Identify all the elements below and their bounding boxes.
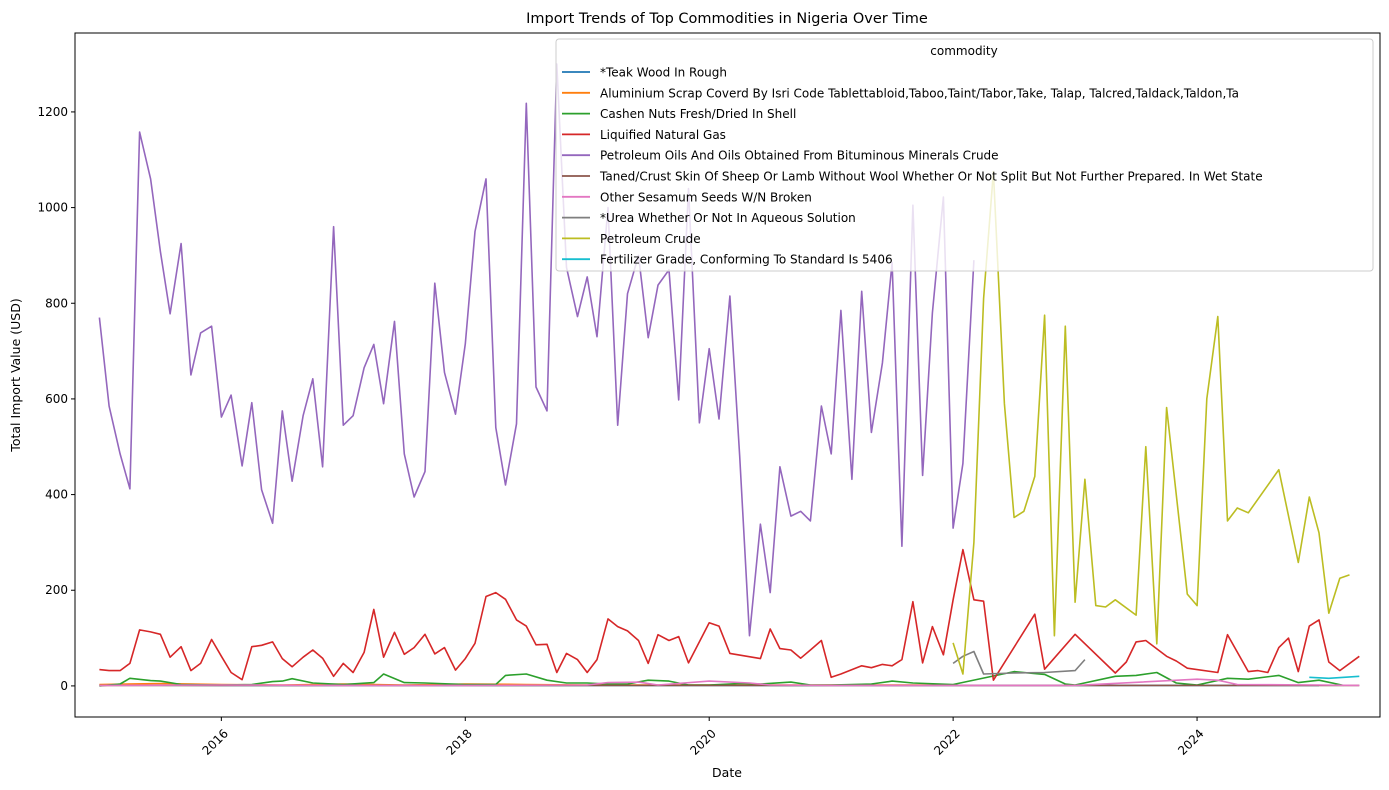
series-line-10 bbox=[1309, 675, 1360, 680]
y-tick-label: 800 bbox=[45, 296, 68, 310]
legend-label: Cashen Nuts Fresh/Dried In Shell bbox=[600, 107, 796, 121]
series-layer bbox=[98, 63, 1360, 687]
x-axis-title: Date bbox=[712, 765, 742, 780]
series-line-8 bbox=[952, 650, 1086, 675]
x-tick-label: 2020 bbox=[687, 726, 718, 757]
series-line-3 bbox=[99, 670, 1344, 687]
legend: commodity *Teak Wood In Rough Aluminium S… bbox=[555, 38, 1374, 272]
legend-label: Petroleum Crude bbox=[600, 232, 701, 246]
x-tick-label: 2022 bbox=[931, 726, 962, 757]
legend-label: *Urea Whether Or Not In Aqueous Solution bbox=[600, 211, 856, 225]
series-line-4 bbox=[99, 548, 1360, 681]
legend-items: *Teak Wood In Rough Aluminium Scrap Cover… bbox=[562, 66, 1263, 267]
plot-frame bbox=[74, 32, 1381, 718]
y-tick-label: 1000 bbox=[37, 201, 68, 215]
legend-title: commodity bbox=[930, 44, 997, 58]
series-line-9 bbox=[952, 170, 1350, 675]
legend-label: Liquified Natural Gas bbox=[600, 128, 726, 142]
x-tick-label: 2016 bbox=[200, 726, 231, 757]
y-axis: 0 200 400 600 800 1000 1200 bbox=[37, 105, 75, 693]
chart-title: Import Trends of Top Commodities in Nige… bbox=[526, 11, 928, 27]
series-line-7 bbox=[99, 678, 1360, 687]
y-tick-label: 200 bbox=[45, 583, 68, 597]
y-tick-label: 400 bbox=[45, 488, 68, 502]
x-tick-label: 2018 bbox=[443, 726, 474, 757]
x-tick-label: 2024 bbox=[1175, 726, 1206, 757]
legend-label: Aluminium Scrap Coverd By Isri Code Tabl… bbox=[600, 86, 1239, 100]
y-tick-label: 1200 bbox=[37, 105, 68, 119]
x-axis: 2016 2018 2020 2022 2024 bbox=[200, 717, 1207, 758]
legend-label: Other Sesamum Seeds W/N Broken bbox=[600, 190, 812, 204]
legend-label: *Teak Wood In Rough bbox=[600, 66, 727, 80]
legend-label: Fertilizer Grade, Conforming To Standard… bbox=[600, 253, 893, 267]
legend-box bbox=[555, 38, 1374, 272]
series-line-5 bbox=[98, 63, 975, 637]
y-tick-label: 0 bbox=[60, 679, 68, 693]
y-tick-label: 600 bbox=[45, 392, 68, 406]
y-axis-title: Total Import Value (USD) bbox=[8, 298, 23, 452]
legend-label: Petroleum Oils And Oils Obtained From Bi… bbox=[600, 149, 999, 163]
legend-label: Taned/Crust Skin Of Sheep Or Lamb Withou… bbox=[599, 170, 1263, 184]
